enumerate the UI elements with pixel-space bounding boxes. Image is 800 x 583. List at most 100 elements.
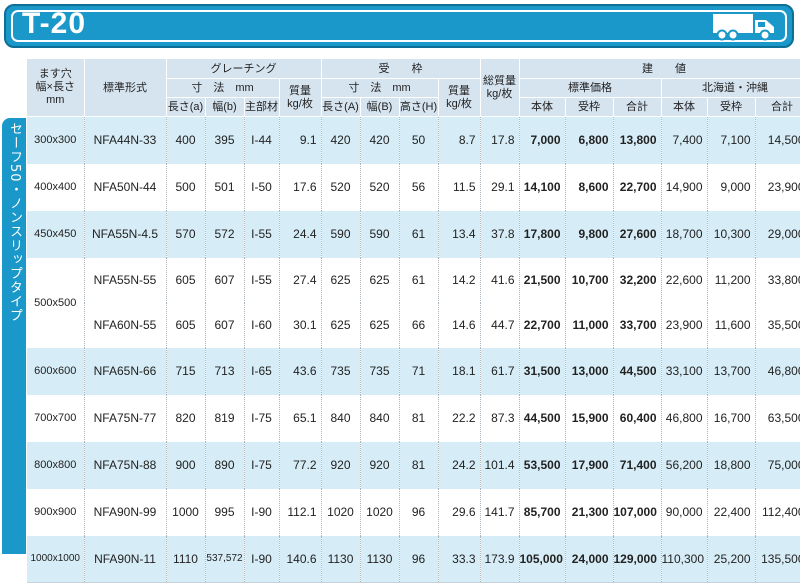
std-body-price: 31,500 (519, 347, 566, 395)
frame-length: 1020 (321, 488, 361, 536)
title-banner: T-20 (4, 4, 794, 48)
std-body-price: 7,000 (519, 116, 566, 164)
total-weight-header: 総質量 kg/枚 (480, 59, 520, 117)
table-row: 450x450 NFA55N-4.5 570 572 I-55 24.4 590… (27, 210, 800, 258)
model-code: NFA55N-55 (84, 257, 167, 303)
std-total-price: 60,400 (613, 394, 662, 442)
hok-total-price: 112,400 (755, 488, 800, 536)
grating-main: I-90 (244, 488, 280, 536)
model-code: NFA90N-11 (84, 535, 167, 583)
hok-total-price: 14,500 (755, 116, 800, 164)
frame-weight: 8.7 (438, 116, 481, 164)
hok-frame-header: 受枠 (707, 97, 756, 117)
grating-main: I-65 (244, 347, 280, 395)
grating-width: 572 (205, 210, 245, 258)
frame-length: 520 (321, 163, 361, 211)
std-frame-price: 6,800 (565, 116, 614, 164)
hole-size: 600x600 (27, 347, 85, 395)
table-row: 600x600 NFA65N-66 715 713 I-65 43.6 735 … (27, 347, 800, 395)
hok-body-price: 46,800 (661, 394, 708, 442)
frame-width: 420 (360, 116, 400, 164)
grating-weight: 17.6 (279, 163, 322, 211)
std-total-price: 44,500 (613, 347, 662, 395)
page-title: T-20 (22, 7, 87, 40)
frame-weight: 22.2 (438, 394, 481, 442)
frame-length: 420 (321, 116, 361, 164)
grating-main: I-55 (244, 257, 280, 303)
hole-size: 900x900 (27, 488, 85, 536)
hok-total-header: 合計 (755, 97, 800, 117)
grating-weight-header: 質量 kg/枚 (279, 78, 322, 117)
std-frame-price: 17,900 (565, 441, 614, 489)
banner-frame (11, 10, 787, 42)
hok-body-header: 本体 (661, 97, 708, 117)
total-weight: 87.3 (480, 394, 520, 442)
std-total-price: 27,600 (613, 210, 662, 258)
grating-main: I-44 (244, 116, 280, 164)
hok-frame-price: 16,700 (707, 394, 756, 442)
frame-height: 96 (399, 535, 439, 583)
hok-frame-price: 7,100 (707, 116, 756, 164)
hok-total-price: 35,500 (755, 302, 800, 348)
hole-size: 800x800 (27, 441, 85, 489)
std-total-price: 71,400 (613, 441, 662, 489)
table-row: 400x400 NFA50N-44 500 501 I-50 17.6 520 … (27, 163, 800, 211)
frame-length: 625 (321, 302, 361, 348)
frame-dims-header: 寸 法 mm (321, 78, 439, 98)
frame-width: 920 (360, 441, 400, 489)
hok-frame-price: 11,200 (707, 257, 756, 303)
std-total-header: 合計 (613, 97, 662, 117)
grating-group-header: グレーチング (166, 59, 322, 79)
hok-body-price: 56,200 (661, 441, 708, 489)
grating-main: I-75 (244, 441, 280, 489)
hole-size: 450x450 (27, 210, 85, 258)
std-frame-price: 24,000 (565, 535, 614, 583)
frame-weight: 14.2 (438, 257, 481, 303)
grating-dims-header: 寸 法 mm (166, 78, 280, 98)
hole-size: 300x300 (27, 116, 85, 164)
std-frame-price: 9,800 (565, 210, 614, 258)
std-body-price: 14,100 (519, 163, 566, 211)
grating-width: 995 (205, 488, 245, 536)
grating-length: 500 (166, 163, 206, 211)
std-total-price: 33,700 (613, 302, 662, 348)
total-weight: 41.6 (480, 257, 520, 303)
std-body-price: 17,800 (519, 210, 566, 258)
hok-total-price: 135,500 (755, 535, 800, 583)
grating-length: 605 (166, 302, 206, 348)
grating-length-header: 長さ(a) (166, 97, 206, 117)
frame-length: 735 (321, 347, 361, 395)
frame-width: 625 (360, 302, 400, 348)
spec-price-table: ます穴 幅×長さ mm 標準形式 グレーチング 受 枠 総質量 kg/枚 建 値… (27, 59, 800, 583)
table-row: 800x800 NFA75N-88 900 890 I-75 77.2 920 … (27, 441, 800, 489)
grating-weight: 27.4 (279, 257, 322, 303)
frame-width-header: 幅(B) (360, 97, 400, 117)
frame-width: 840 (360, 394, 400, 442)
table-row: NFA60N-55 605 607 I-60 30.1 625 625 66 1… (27, 302, 800, 348)
grating-width: 607 (205, 302, 245, 348)
series-name: セーフ50・ノンスリップタイプ (7, 122, 22, 323)
grating-width: 890 (205, 441, 245, 489)
frame-weight-header: 質量 kg/枚 (438, 78, 481, 117)
model-code: NFA75N-88 (84, 441, 167, 489)
std-frame-price: 13,000 (565, 347, 614, 395)
frame-height: 81 (399, 394, 439, 442)
grating-length: 1000 (166, 488, 206, 536)
hole-size: 500x500 (27, 257, 85, 348)
total-weight: 29.1 (480, 163, 520, 211)
frame-width: 735 (360, 347, 400, 395)
hok-body-price: 23,900 (661, 302, 708, 348)
total-weight: 101.4 (480, 441, 520, 489)
frame-height: 61 (399, 257, 439, 303)
hole-size: 400x400 (27, 163, 85, 211)
hok-frame-price: 10,300 (707, 210, 756, 258)
hok-total-price: 63,500 (755, 394, 800, 442)
std-frame-price: 21,300 (565, 488, 614, 536)
frame-width: 1020 (360, 488, 400, 536)
frame-height-header: 高さ(H) (399, 97, 439, 117)
frame-width: 1130 (360, 535, 400, 583)
std-total-price: 129,000 (613, 535, 662, 583)
hok-body-price: 33,100 (661, 347, 708, 395)
series-side-label: セーフ50・ノンスリップタイプ (2, 118, 26, 554)
hok-frame-price: 22,400 (707, 488, 756, 536)
